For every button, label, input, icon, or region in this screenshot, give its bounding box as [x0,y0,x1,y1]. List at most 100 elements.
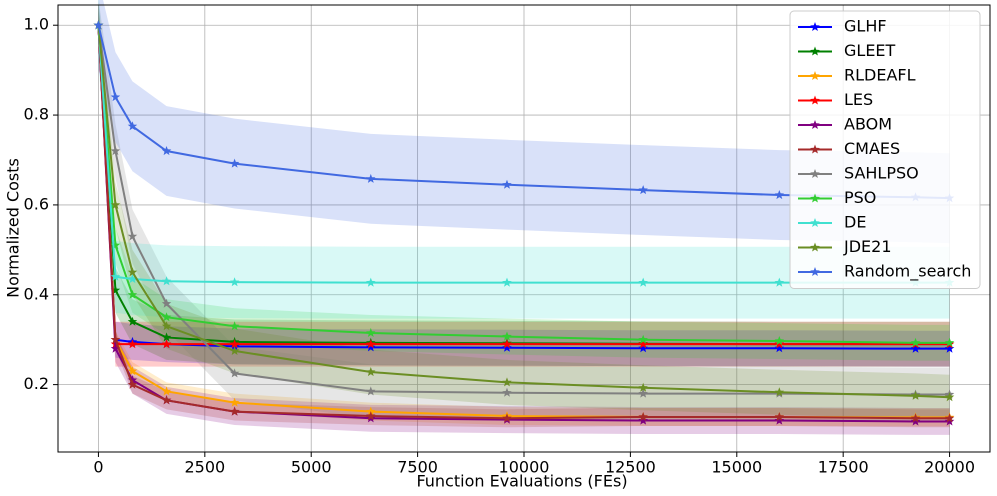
point-marker [638,415,648,425]
x-tick-label: 20000 [924,458,975,477]
y-axis-label: Normalized Costs [4,158,23,298]
point-marker [127,267,138,277]
legend-label: SAHLPSO [844,164,919,183]
std-band [98,11,950,435]
legend-marker [810,95,820,105]
std-band [98,0,950,244]
legend-label: LES [844,90,873,109]
point-marker [366,173,376,183]
point-marker [774,412,785,421]
point-marker [229,277,240,287]
point-marker [110,271,121,281]
legend-marker [810,169,820,178]
point-marker [161,321,172,331]
point-marker [366,406,376,416]
point-marker [93,20,104,30]
point-marker [638,412,648,421]
point-marker [110,199,121,209]
point-marker [229,321,240,331]
legend-marker [810,242,820,252]
legend-marker [810,22,820,31]
point-marker [910,416,921,426]
x-tick-label: 7500 [397,458,438,477]
x-tick-label: 0 [93,458,103,477]
point-marker [910,337,921,347]
point-marker [366,339,376,349]
point-marker [127,339,138,349]
y-tick-label: 0.8 [24,105,49,124]
point-marker [127,316,138,326]
legend-label: CMAES [844,139,900,158]
point-marker [110,343,121,353]
legend-label: DE [844,213,866,232]
std-band [98,7,950,361]
legend-marker [810,120,820,129]
point-marker [229,158,240,168]
legend-marker [810,267,820,276]
point-marker [910,343,921,353]
point-marker [229,345,240,355]
std-band [98,0,950,422]
point-marker [110,146,121,156]
point-marker [366,411,376,421]
x-axis-label: Function Evaluations (FEs) [416,472,627,491]
legend-box [789,10,981,289]
point-marker [229,339,240,349]
std-band [98,2,950,420]
legend-marker [810,218,820,227]
point-marker [502,277,512,287]
std-band [98,16,950,427]
point-marker [161,332,172,342]
std-band [98,2,950,367]
std-band [98,2,950,367]
point-marker [127,121,138,131]
point-marker [127,289,138,299]
x-tick-label: 5000 [291,458,332,477]
std-band [98,7,950,367]
point-marker [366,367,376,377]
point-marker [229,368,240,378]
point-marker [774,343,785,353]
point-marker [502,331,512,341]
legend-label: RLDEAFL [844,66,916,85]
plot-frame [57,4,991,453]
point-marker [110,334,121,344]
point-marker [502,342,512,352]
point-marker [638,334,648,344]
x-tick-label: 17500 [818,458,869,477]
point-marker [229,406,240,416]
point-marker [638,185,648,195]
point-marker [638,343,648,353]
point-marker [944,337,955,347]
point-marker [127,379,138,389]
legend-label: GLHF [844,17,887,36]
point-marker [366,386,376,396]
legend-marker [810,71,820,80]
point-marker [110,92,121,102]
legend-marker [810,193,820,203]
point-marker [638,277,648,287]
y-tick-label: 0.6 [24,194,49,213]
point-marker [502,413,512,423]
legend-label: JDE21 [843,237,892,256]
point-marker [127,231,138,241]
point-marker [638,339,648,349]
x-tick-label: 12500 [605,458,656,477]
point-marker [161,298,172,308]
point-marker [161,339,172,349]
point-marker [774,190,785,200]
point-marker [910,390,921,400]
legend-label: Random_search [844,262,971,282]
point-marker [774,277,785,287]
point-marker [127,375,138,385]
point-marker [161,276,172,286]
point-marker [161,146,172,156]
point-marker [127,366,138,376]
x-tick-label: 10000 [499,458,550,477]
x-tick-label: 15000 [711,458,762,477]
point-marker [502,377,512,387]
point-marker [161,312,172,322]
point-marker [638,382,648,392]
